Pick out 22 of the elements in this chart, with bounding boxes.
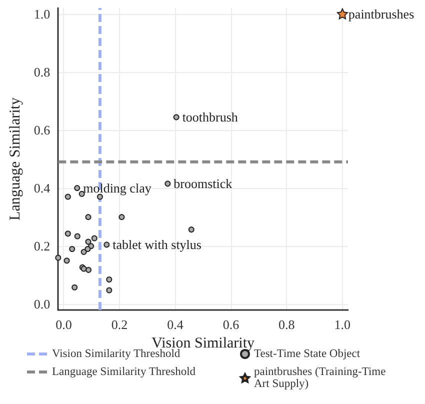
y-tick-label: 0.2: [34, 238, 50, 254]
x-tick-label: 1.0: [334, 317, 351, 332]
y-axis-title: Language Similarity: [8, 97, 24, 220]
annotation: toothbrush: [182, 110, 238, 125]
x-tick-label: 0.6: [222, 317, 240, 332]
legend-label: Vision Similarity Threshold: [52, 348, 180, 360]
y-tick-label: 0.8: [34, 64, 50, 80]
y-tick-label: 1.0: [34, 6, 50, 22]
x-tick-label: 0.2: [111, 317, 128, 332]
annotation: broomstick: [174, 176, 233, 192]
y-tick-label: 0.4: [34, 180, 51, 196]
x-tick-label: 0.4: [167, 317, 184, 332]
x-tick-label: 0.8: [278, 317, 295, 332]
x-tick-label: 0.0: [56, 317, 72, 332]
annotation: molding clay: [83, 180, 152, 196]
annotation: tablet with stylus: [112, 237, 202, 252]
annotation: paintbrushes: [348, 6, 414, 22]
y-tick-label: 0.0: [34, 296, 50, 312]
legend-label: Language Similarity Threshold: [52, 366, 196, 378]
legend-label: Test-Time State Object: [254, 348, 361, 360]
legend-label: paintbrushes (Training-Time Art Supply): [254, 366, 389, 390]
y-tick-label: 0.6: [34, 122, 51, 138]
